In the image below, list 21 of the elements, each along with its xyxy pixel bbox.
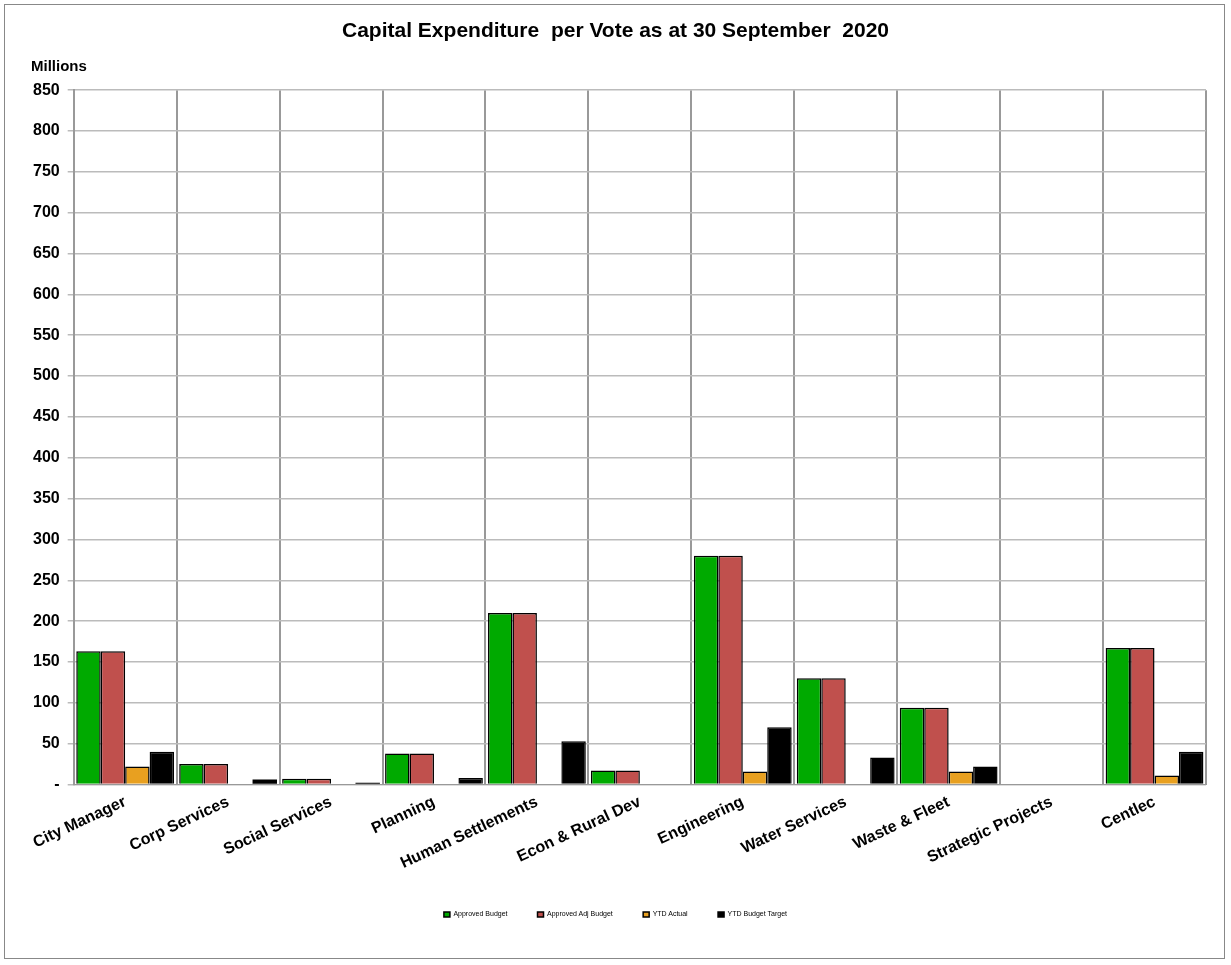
y-tick-label: 250 [32, 570, 60, 588]
y-tick-label: 400 [32, 448, 60, 466]
chart-title: Capital Expenditure per Vote as at 30 September 2020 [342, 18, 889, 42]
y-tick-label: 150 [32, 652, 60, 670]
y-tick-label: 850 [32, 80, 60, 98]
y-tick-label: 100 [32, 693, 60, 711]
y-tick-label: 450 [32, 407, 60, 425]
y-tick-label: 550 [32, 325, 60, 343]
bar [252, 779, 277, 784]
y-tick-label: 50 [41, 734, 60, 752]
y-axis-title: Millions [31, 56, 87, 74]
y-tick-label: 350 [32, 489, 60, 506]
y-tick-label: 650 [32, 243, 60, 261]
y-tick-label: 750 [32, 162, 60, 180]
y-tick-label: 300 [32, 529, 60, 547]
y-tick-label: 600 [32, 284, 60, 302]
y-tick-label: 500 [32, 366, 60, 384]
y-tick-label: 800 [32, 121, 60, 139]
y-tick-label: 700 [32, 203, 60, 221]
y-tick-label: - [54, 774, 60, 792]
y-tick-label: 200 [32, 611, 60, 629]
